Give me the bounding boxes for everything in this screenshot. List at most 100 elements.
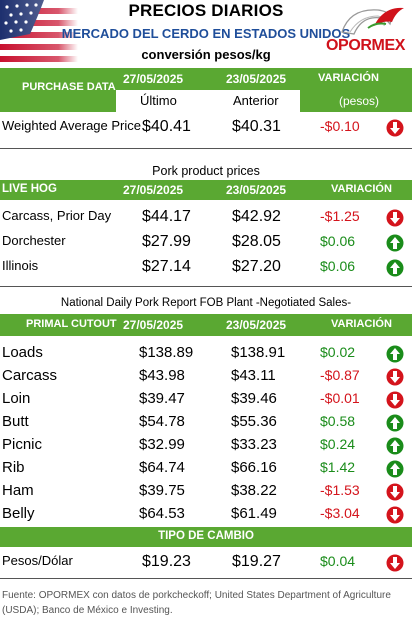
pork-variacion: VARIACIÓN [331, 183, 392, 195]
arrow-up-icon [386, 259, 404, 277]
row-label: Belly [2, 505, 35, 522]
row-label: Pesos/Dólar [2, 553, 73, 568]
purchase-subheader: Último Anterior (pesos) [0, 90, 412, 112]
table-row: Weighted Average Price $40.41 $40.31 -$0.10 [0, 116, 412, 140]
table-row: Dorchester $27.99 $28.05 $0.06 [0, 231, 412, 256]
table-row: Rib $64.74 $66.16 $1.42 [0, 457, 412, 480]
table-row: Ham $39.75 $38.22 -$1.53 [0, 480, 412, 503]
row-value-previous: $55.36 [231, 413, 277, 430]
row-label: Dorchester [2, 233, 66, 248]
row-value-previous: $28.05 [232, 233, 281, 250]
opormex-logo-text: OPORMEX [326, 37, 405, 54]
purchase-col1-sub: Último [140, 93, 177, 108]
row-label: Weighted Average Price [2, 118, 141, 133]
table-row: Picnic $32.99 $33.23 $0.24 [0, 434, 412, 457]
row-value-previous: $39.46 [231, 390, 277, 407]
arrow-up-icon [386, 234, 404, 252]
row-value-previous: $38.22 [231, 482, 277, 499]
pork-date2: 23/05/2025 [226, 183, 287, 197]
arrow-up-icon [386, 345, 404, 363]
row-variation: $1.42 [320, 459, 356, 475]
row-value-current: $27.99 [142, 233, 191, 250]
page-title: PRECIOS DIARIOS [128, 1, 284, 20]
fx-label: TIPO DE CAMBIO [158, 530, 254, 542]
pork-label: LIVE HOG [2, 183, 57, 195]
row-value-previous: $27.20 [232, 258, 281, 275]
row-label: Butt [2, 413, 29, 430]
row-label: Illinois [2, 258, 39, 273]
header: PRECIOS DIARIOS MERCADO DEL CERDO EN EST… [0, 0, 412, 68]
row-variation: -$0.87 [320, 367, 360, 383]
purchase-header-bar: PURCHASE DATA 27/05/2025 23/05/2025 VARI… [0, 68, 412, 93]
arrow-down-icon [386, 119, 404, 137]
row-value-previous: $43.11 [231, 367, 276, 384]
table-row: Illinois $27.14 $27.20 $0.06 [0, 256, 412, 281]
pork-section-title: Pork product prices [152, 164, 260, 178]
purchase-var-sub: (pesos) [339, 94, 380, 108]
fob-label: PRIMAL CUTOUT [26, 318, 117, 330]
row-variation: -$1.53 [320, 482, 360, 498]
row-value-current: $39.75 [139, 482, 185, 499]
arrow-up-icon [386, 437, 404, 455]
row-label: Rib [2, 459, 25, 476]
row-value-current: $39.47 [139, 390, 185, 407]
row-variation: -$1.25 [320, 208, 360, 224]
arrow-down-icon [386, 506, 404, 524]
divider [0, 148, 412, 149]
row-value-previous: $40.31 [232, 118, 281, 135]
row-label: Carcass [2, 367, 58, 384]
fob-variacion: VARIACIÓN [331, 318, 392, 330]
row-value-previous: $42.92 [232, 208, 281, 225]
row-variation: $0.58 [320, 413, 356, 429]
arrow-down-icon [386, 368, 404, 386]
pork-header-bar: LIVE HOG 27/05/2025 23/05/2025 VARIACIÓN [0, 180, 412, 200]
row-value-previous: $66.16 [231, 459, 277, 476]
arrow-up-icon [386, 414, 404, 432]
arrow-down-icon [386, 483, 404, 501]
row-value-current: $44.17 [142, 208, 191, 225]
row-variation: $0.24 [320, 436, 356, 452]
row-value-current: $32.99 [139, 436, 185, 453]
row-label: Carcass, Prior Day [2, 208, 112, 223]
fob-date2: 23/05/2025 [226, 318, 287, 332]
purchase-col2-sub: Anterior [233, 93, 279, 108]
table-row: Pesos/Dólar $19.23 $19.27 $0.04 [0, 551, 412, 575]
row-label: Ham [2, 482, 34, 499]
divider [0, 286, 412, 287]
divider [0, 578, 412, 579]
fob-date1: 27/05/2025 [123, 318, 184, 332]
pork-date1: 27/05/2025 [123, 183, 184, 197]
row-variation: -$3.04 [320, 505, 360, 521]
row-variation: -$0.10 [320, 118, 360, 134]
row-value-previous: $61.49 [231, 505, 277, 522]
table-row: Carcass $43.98 $43.11 -$0.87 [0, 365, 412, 388]
row-value-previous: $138.91 [231, 344, 286, 361]
row-value-previous: $33.23 [231, 436, 277, 453]
row-value-current: $54.78 [139, 413, 185, 430]
row-value-previous: $19.27 [232, 553, 281, 570]
fx-header-bar: TIPO DE CAMBIO [0, 527, 412, 547]
row-value-current: $19.23 [142, 553, 191, 570]
arrow-up-icon [386, 460, 404, 478]
row-value-current: $64.53 [139, 505, 185, 522]
table-row: Butt $54.78 $55.36 $0.58 [0, 411, 412, 434]
table-row: Loads $138.89 $138.91 $0.02 [0, 342, 412, 365]
row-variation: $0.06 [320, 258, 356, 274]
unit-note: conversión pesos/kg [141, 47, 271, 62]
arrow-down-icon [386, 209, 404, 227]
row-value-current: $43.98 [139, 367, 185, 384]
fob-section-title: National Daily Pork Report FOB Plant -Ne… [60, 297, 352, 309]
page-subtitle: MERCADO DEL CERDO EN ESTADOS UNIDOS [61, 26, 351, 41]
row-variation: $0.06 [320, 233, 356, 249]
source-footer: Fuente: OPORMEX con datos de porkcheckof… [2, 590, 391, 616]
table-row: Carcass, Prior Day $44.17 $42.92 -$1.25 [0, 206, 412, 231]
purchase-variacion: VARIACIÓN [318, 72, 379, 84]
table-row: Loin $39.47 $39.46 -$0.01 [0, 388, 412, 411]
row-variation: $0.02 [320, 344, 356, 360]
row-label: Picnic [2, 436, 43, 453]
us-flag-icon [0, 0, 78, 68]
row-variation: -$0.01 [320, 390, 360, 406]
purchase-date1: 27/05/2025 [123, 72, 184, 86]
purchase-date2: 23/05/2025 [226, 72, 287, 86]
row-variation: $0.04 [320, 553, 356, 569]
